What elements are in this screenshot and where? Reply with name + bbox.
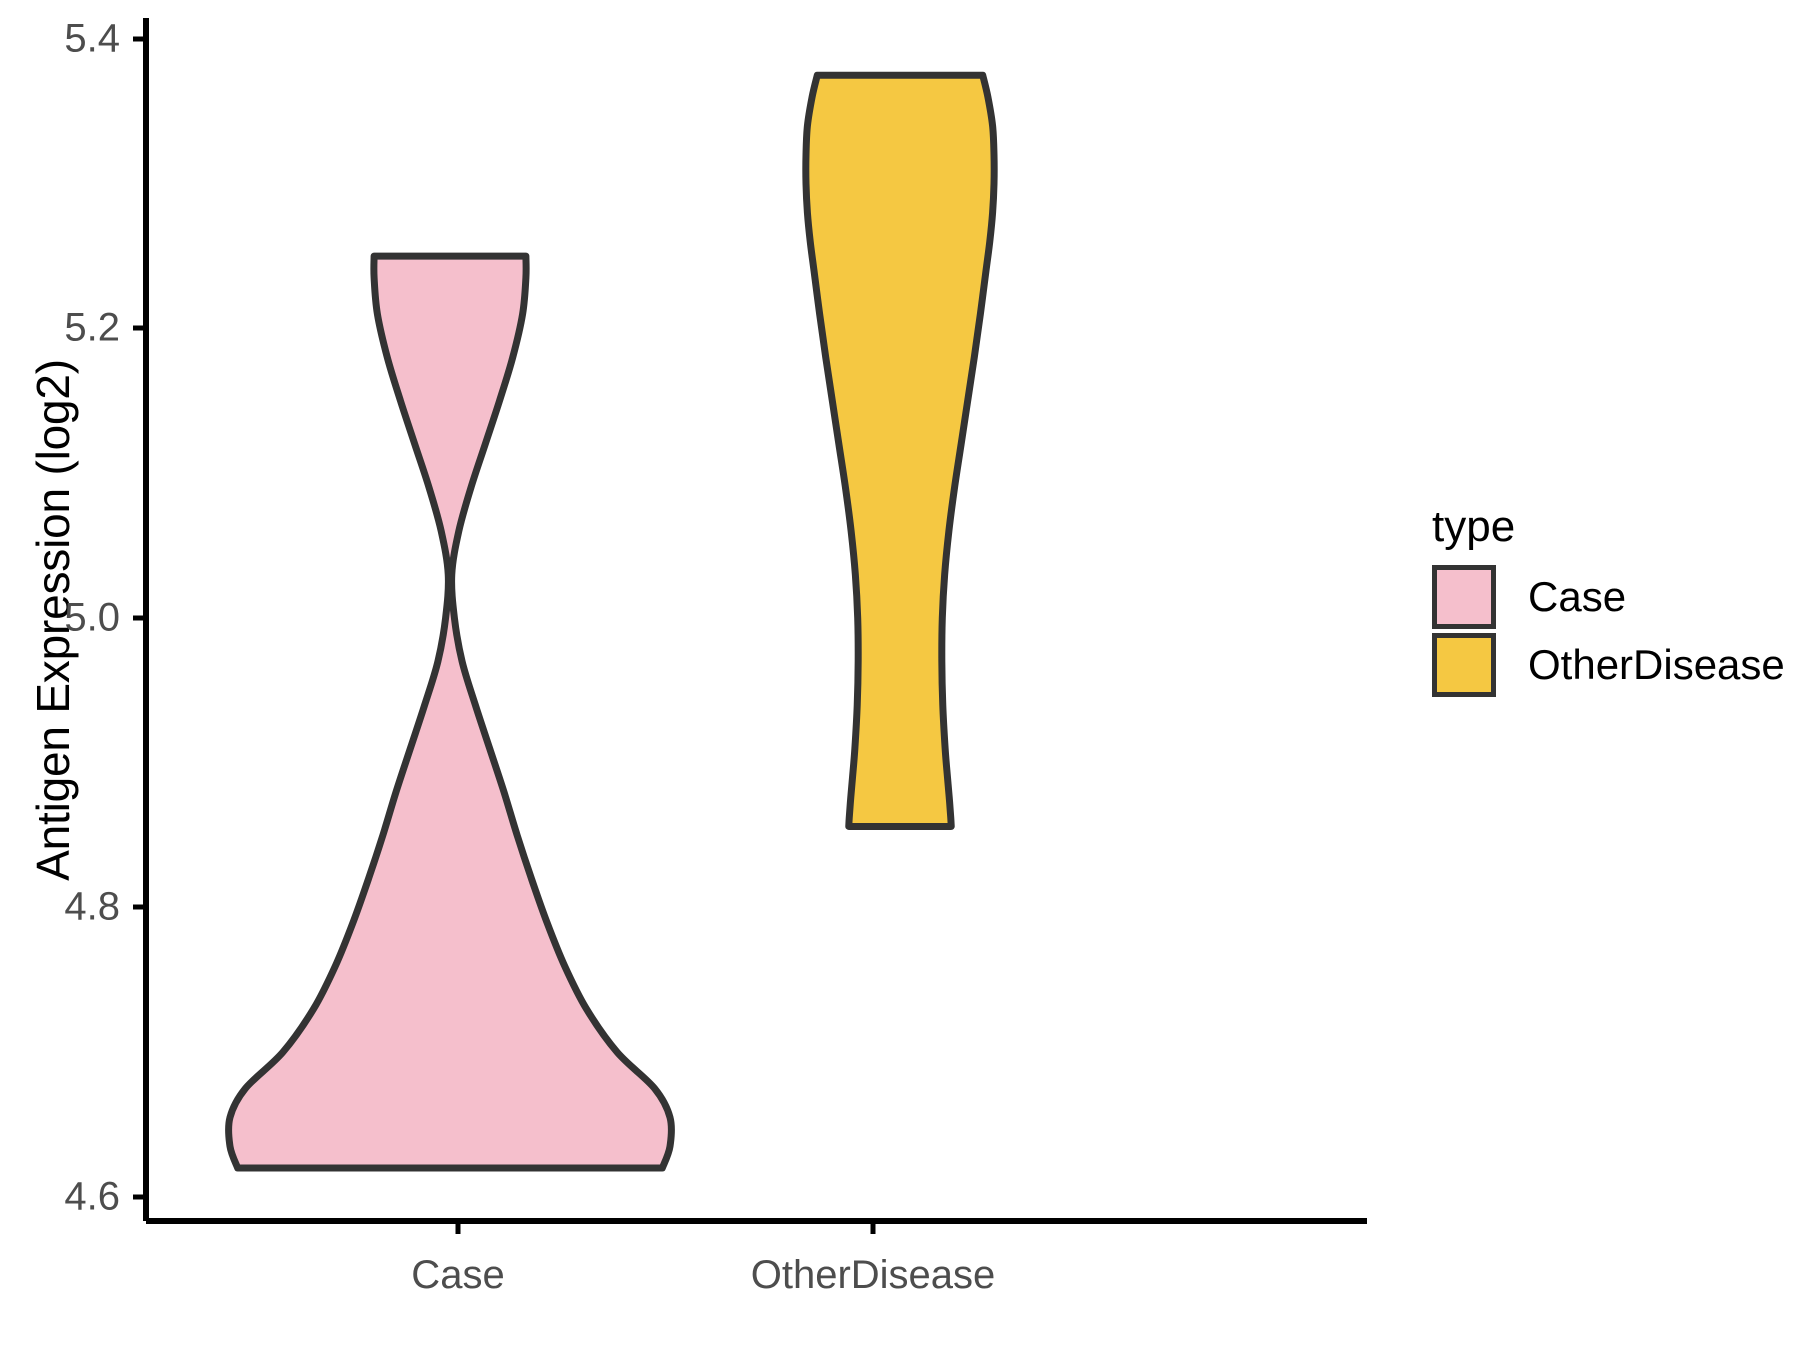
x-axis-ticks [455, 1221, 876, 1234]
x-tick-label-case: Case [411, 1253, 505, 1297]
legend-label-otherdisease: OtherDisease [1528, 641, 1785, 688]
legend-key-case [1432, 565, 1496, 629]
legend-title: type [1432, 502, 1516, 551]
x-tick-label-otherdisease: OtherDisease [750, 1253, 996, 1297]
y-tick-label-4-8: 4.8 [64, 884, 120, 929]
legend: type Case OtherDisease [1432, 505, 1785, 699]
y-tick-label-5-4: 5.4 [64, 16, 120, 61]
legend-item-case[interactable]: Case [1432, 563, 1785, 631]
legend-key-otherdisease [1432, 633, 1496, 697]
y-tick-label-4-6: 4.6 [64, 1174, 120, 1219]
legend-item-otherdisease[interactable]: OtherDisease [1432, 631, 1785, 699]
violin-case [225, 252, 675, 1172]
y-tick-label-5-0: 5.0 [64, 595, 120, 640]
violin-otherdisease [802, 71, 998, 830]
legend-label-case: Case [1528, 573, 1627, 620]
y-tick-label-5-2: 5.2 [64, 305, 120, 350]
